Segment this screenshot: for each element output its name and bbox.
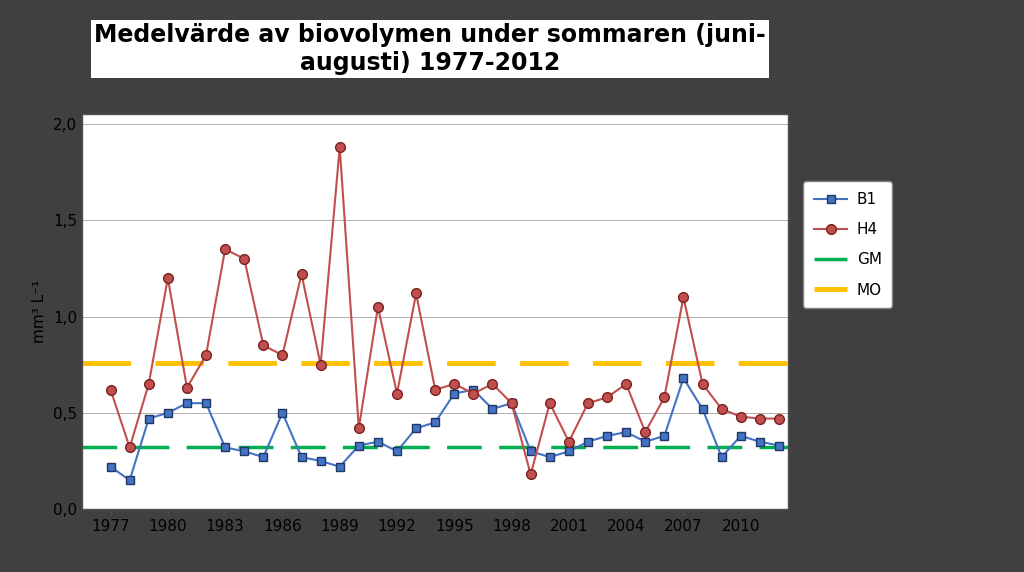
H4 — [524, 471, 537, 478]
B1 — [524, 448, 537, 455]
B1 — [639, 438, 651, 445]
B1 — [334, 463, 346, 470]
H4 — [276, 352, 289, 359]
H4 — [563, 438, 575, 445]
H4 — [773, 415, 785, 422]
B1 — [314, 458, 327, 464]
H4 — [486, 380, 499, 387]
H4 — [219, 246, 231, 253]
B1 — [124, 477, 136, 484]
B1 — [734, 432, 746, 439]
H4 — [124, 444, 136, 451]
B1 — [773, 442, 785, 449]
B1 — [219, 444, 231, 451]
B1 — [391, 448, 403, 455]
B1 — [563, 448, 575, 455]
H4 — [142, 380, 155, 387]
B1 — [716, 454, 728, 460]
H4 — [334, 144, 346, 150]
H4 — [620, 380, 632, 387]
H4 — [410, 290, 422, 297]
H4 — [696, 380, 709, 387]
B1 — [467, 386, 479, 393]
B1 — [257, 454, 269, 460]
B1 — [486, 406, 499, 412]
B1 — [754, 438, 766, 445]
H4 — [506, 400, 518, 407]
B1 — [601, 432, 613, 439]
B1 — [239, 448, 251, 455]
B1 — [410, 425, 422, 432]
H4 — [200, 352, 212, 359]
H4 — [181, 384, 194, 391]
H4 — [582, 400, 594, 407]
Text: Medelvärde av biovolymen under sommaren (juni-
augusti) 1977-2012: Medelvärde av biovolymen under sommaren … — [94, 23, 766, 75]
B1 — [104, 463, 117, 470]
Legend: B1, H4, GM, MO: B1, H4, GM, MO — [803, 181, 893, 308]
B1 — [506, 400, 518, 407]
H4 — [467, 390, 479, 397]
H4 — [449, 380, 461, 387]
H4 — [295, 271, 307, 277]
H4 — [239, 255, 251, 262]
B1 — [429, 419, 441, 426]
Line: B1: B1 — [106, 374, 783, 484]
H4 — [104, 386, 117, 393]
H4 — [601, 394, 613, 401]
H4 — [716, 406, 728, 412]
Line: H4: H4 — [105, 142, 783, 479]
B1 — [544, 454, 556, 460]
B1 — [696, 406, 709, 412]
B1 — [200, 400, 212, 407]
H4 — [658, 394, 671, 401]
B1 — [677, 375, 689, 382]
B1 — [352, 442, 365, 449]
B1 — [142, 415, 155, 422]
H4 — [314, 362, 327, 368]
H4 — [391, 390, 403, 397]
H4 — [257, 342, 269, 349]
B1 — [372, 438, 384, 445]
H4 — [372, 304, 384, 311]
B1 — [295, 454, 307, 460]
H4 — [352, 425, 365, 432]
B1 — [449, 390, 461, 397]
B1 — [276, 410, 289, 416]
B1 — [658, 432, 671, 439]
Y-axis label: mm³ L⁻¹: mm³ L⁻¹ — [33, 280, 47, 343]
H4 — [734, 413, 746, 420]
B1 — [620, 428, 632, 435]
B1 — [181, 400, 194, 407]
H4 — [639, 428, 651, 435]
H4 — [544, 400, 556, 407]
H4 — [429, 386, 441, 393]
H4 — [162, 275, 174, 281]
H4 — [677, 294, 689, 301]
B1 — [582, 438, 594, 445]
B1 — [162, 410, 174, 416]
H4 — [754, 415, 766, 422]
